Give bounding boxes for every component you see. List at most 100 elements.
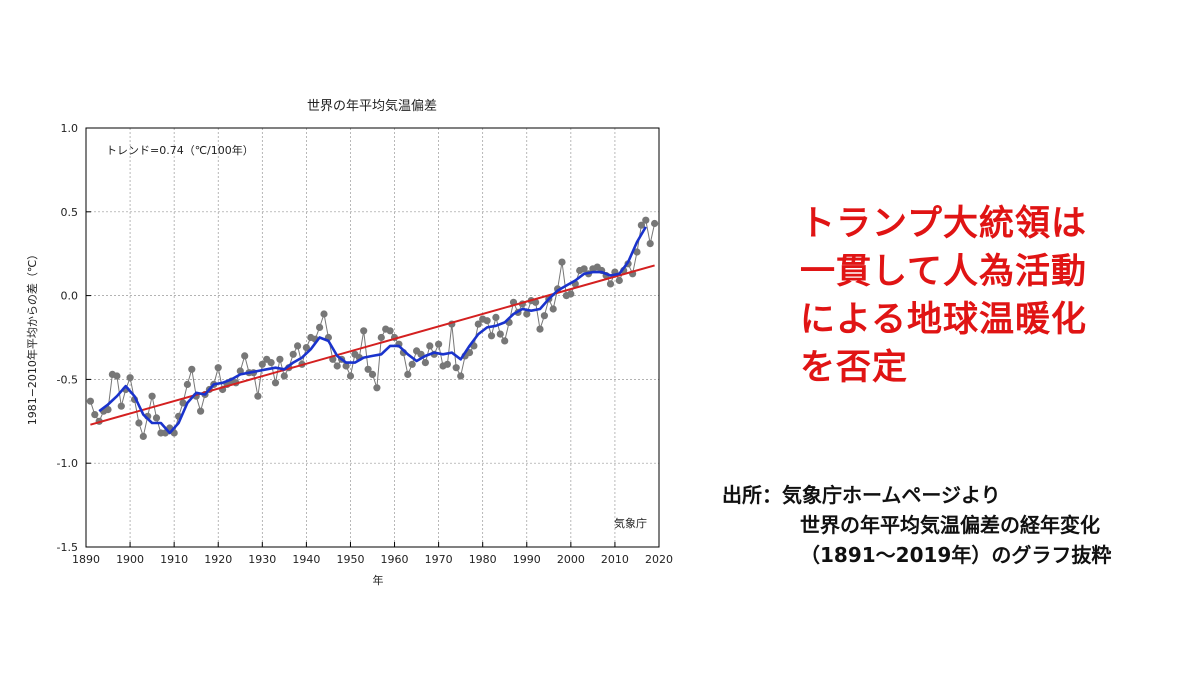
x-axis-label: 年	[373, 573, 384, 587]
x-tick-label: 1990	[513, 553, 541, 566]
x-tick-label: 1980	[469, 553, 497, 566]
headline: トランプ大統領は 一貫して人為活動 による地球温暖化 を否定	[800, 200, 1180, 392]
annual-point	[606, 280, 615, 288]
y-tick-label: -0.5	[57, 373, 78, 386]
annual-point	[104, 406, 112, 414]
annual-point	[364, 365, 372, 373]
annual-point	[421, 359, 429, 367]
annual-point	[646, 240, 654, 248]
annual-point	[368, 370, 377, 378]
x-tick-label: 1910	[160, 553, 188, 566]
source-line: 世界の年平均気温偏差の経年変化	[800, 513, 1100, 537]
grid-lines	[86, 128, 659, 547]
annual-point	[642, 216, 650, 224]
y-tick-label: -1.0	[57, 457, 78, 470]
annual-point	[148, 392, 156, 400]
x-tick-label: 1970	[425, 553, 453, 566]
running-mean-line	[98, 226, 647, 435]
annual-point	[342, 362, 350, 370]
series-layer	[86, 216, 659, 440]
annual-point	[320, 310, 328, 318]
annual-point	[404, 370, 412, 378]
headline-line: 一貫して人為活動	[800, 252, 1087, 292]
annual-point	[188, 365, 196, 373]
annual-point	[496, 330, 504, 338]
x-tick-label: 2010	[601, 553, 629, 566]
y-tick-label: 0.5	[61, 206, 79, 219]
annual-point	[126, 374, 134, 382]
annual-point	[152, 414, 161, 422]
x-tick-label: 1930	[248, 553, 276, 566]
annual-point	[373, 384, 381, 392]
annual-point	[346, 372, 355, 380]
x-tick-label: 1960	[381, 553, 409, 566]
annual-point	[179, 399, 187, 407]
annual-point	[377, 333, 385, 342]
annual-point	[540, 312, 549, 320]
annual-point	[135, 419, 143, 427]
y-tick-label: 1.0	[61, 122, 79, 135]
annual-point	[302, 344, 310, 352]
x-tick-label: 1950	[336, 553, 364, 566]
annual-point	[426, 342, 434, 350]
source-note: 出所：気象庁ホームページより 世界の年平均気温偏差の経年変化 （1891～201…	[722, 480, 1192, 570]
annual-point	[214, 364, 222, 372]
annual-point	[289, 350, 297, 358]
annual-point	[633, 248, 641, 256]
credit-label: 気象庁	[614, 516, 647, 530]
y-axis-label: 1981−2010年平均からの差（℃）	[25, 249, 39, 426]
annual-point	[615, 276, 623, 285]
annual-point	[580, 265, 588, 273]
annual-point	[452, 364, 460, 372]
annual-point	[360, 327, 368, 335]
annual-point	[91, 411, 99, 419]
annual-point	[474, 320, 482, 328]
annual-point	[558, 258, 566, 266]
annual-point	[487, 332, 496, 340]
x-tick-label: 1890	[72, 553, 100, 566]
annual-point	[386, 327, 394, 335]
annual-point	[567, 290, 575, 298]
annual-point	[501, 337, 509, 345]
x-tick-label: 2000	[557, 553, 585, 566]
annual-point	[316, 323, 324, 331]
annual-point	[267, 359, 275, 367]
annual-point	[536, 325, 544, 333]
annual-point	[549, 305, 557, 313]
source-line: 出所：気象庁ホームページより	[722, 483, 1001, 507]
annual-point	[139, 432, 147, 440]
annual-point	[197, 407, 205, 415]
x-tick-label: 1900	[116, 553, 144, 566]
annual-point	[241, 352, 249, 360]
chart-svg: 世界の年平均気温偏差 1890 1900 1910 1920 1930 1940 1950 1…	[25, 98, 673, 587]
annual-point	[183, 380, 191, 388]
tick-labels: 1890 1900 1910 1920 1930 1940 1950 1960 1970 1980…	[57, 122, 673, 566]
annual-point	[492, 313, 500, 321]
temperature-chart: 世界の年平均気温偏差 1890 1900 1910 1920 1930 1940 1950 1…	[25, 98, 673, 587]
headline-line: を否定	[800, 348, 909, 388]
annual-point	[333, 362, 341, 370]
headline-line: トランプ大統領は	[800, 204, 1087, 244]
trend-annotation: トレンド=0.74（℃/100年）	[106, 143, 254, 157]
annual-point	[483, 317, 491, 325]
annual-point	[271, 379, 280, 387]
annual-point	[276, 355, 284, 363]
y-tick-label: -1.5	[57, 541, 78, 554]
trend-line	[90, 264, 655, 426]
annual-point	[117, 402, 125, 410]
annual-point	[280, 372, 288, 380]
annual-point	[523, 310, 531, 318]
x-tick-label: 1940	[292, 553, 320, 566]
annual-point	[637, 221, 646, 229]
annual-point	[457, 372, 465, 380]
x-tick-label: 2020	[645, 553, 673, 566]
source-line: （1891～2019年）のグラフ抜粋	[800, 543, 1112, 567]
annual-point	[258, 360, 266, 368]
annual-point	[408, 360, 416, 368]
chart-title: 世界の年平均気温偏差	[307, 98, 437, 114]
annual-point	[435, 340, 443, 348]
x-tick-label: 1920	[204, 553, 232, 566]
annual-point	[294, 342, 302, 350]
annual-line	[89, 219, 656, 439]
annual-point	[651, 219, 659, 228]
